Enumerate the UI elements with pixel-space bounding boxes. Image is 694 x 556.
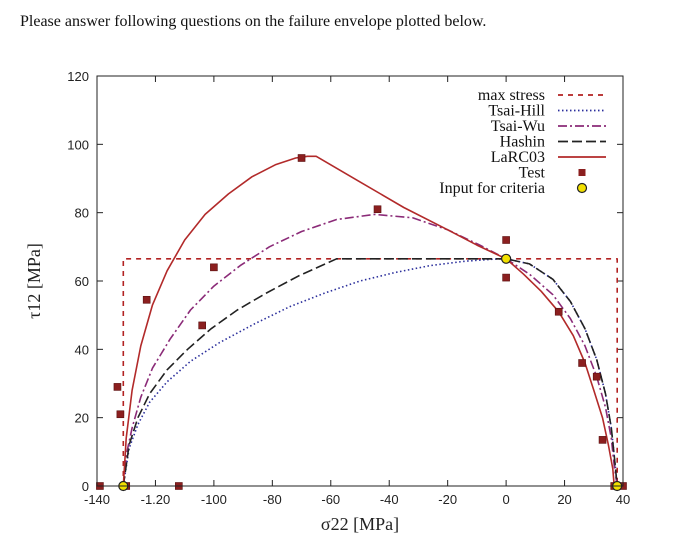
x-tick-label: -20: [438, 492, 457, 507]
test-point: [598, 436, 607, 444]
legend-label: Test: [519, 165, 546, 182]
test-point: [554, 307, 563, 316]
legend-swatch-square: [578, 169, 586, 176]
series-line-larc03: [122, 155, 615, 487]
y-tick-label: 0: [82, 479, 89, 494]
test-point: [502, 236, 510, 244]
test-point: [113, 383, 122, 391]
x-tick-label: -100: [201, 492, 227, 507]
plot-frame: [96, 75, 624, 487]
x-tick-label: -1.20: [141, 492, 171, 507]
y-tick-label: 60: [75, 274, 89, 289]
test-point: [373, 205, 382, 214]
x-tick-label: -80: [263, 492, 282, 507]
test-point: [210, 263, 218, 272]
y-tick-label: 120: [67, 69, 89, 84]
x-tick-label: 0: [502, 492, 509, 507]
x-tick-label: -60: [321, 492, 340, 507]
y-tick-label: 40: [75, 342, 89, 357]
y-axis-label: τ12 [MPa]: [24, 243, 44, 319]
y-tick-label: 100: [67, 137, 89, 152]
test-point: [297, 154, 306, 162]
legend-swatch-circle: [576, 182, 588, 194]
test-point: [142, 295, 151, 304]
legend-label: Hashin: [500, 134, 545, 151]
tick-labels: -140 -1.20 -100 -80 -60 -40 -20 0 20 40 0 20 40 60 80 1…: [67, 69, 630, 507]
x-tick-label: 40: [616, 492, 630, 507]
legend-label: max stress: [478, 87, 545, 104]
legend-label: LaRC03: [491, 149, 545, 166]
test-point: [198, 321, 206, 330]
legend-label: Input for criteria: [439, 180, 545, 197]
test-point: [578, 359, 586, 367]
x-tick-label: -140: [84, 492, 110, 507]
x-axis-label: σ22 [MPa]: [321, 514, 399, 534]
series-line-hashin: [122, 257, 618, 487]
legend-label: Tsai-Wu: [491, 118, 545, 135]
x-tick-label: 20: [557, 492, 571, 507]
series-lines: [122, 155, 619, 487]
legend-label: Tsai-Hill: [488, 103, 545, 120]
x-tick-label: -40: [380, 492, 399, 507]
test-point: [502, 273, 510, 282]
test-point: [116, 410, 125, 419]
legend: max stressTsai-HillTsai-WuHashinLaRC03Te…: [439, 87, 606, 197]
test-point: [592, 372, 601, 381]
y-tick-label: 80: [75, 206, 89, 221]
series-line-tsai-wu: [122, 213, 618, 487]
input-point: [501, 253, 512, 264]
question-text: Please answer following questions on the…: [20, 13, 487, 30]
data-points: [96, 154, 627, 492]
y-tick-label: 20: [75, 411, 89, 426]
